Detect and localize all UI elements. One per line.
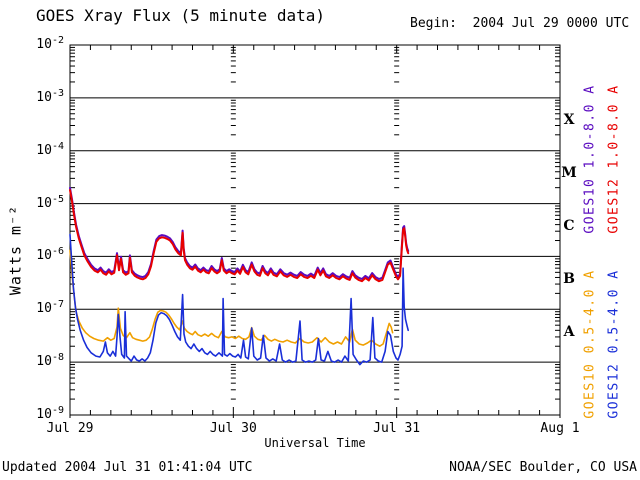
y-tick-label: 10-7	[36, 299, 64, 317]
legend-goes10-short: GOES10 0.5-4.0 A	[582, 269, 598, 419]
x-tick-label: Jul 29	[46, 421, 94, 436]
y-tick-label: 10-4	[36, 140, 64, 158]
flare-class-x-label: X	[563, 112, 575, 129]
source-credit: NOAA/SEC Boulder, CO USA	[449, 460, 637, 475]
x-axis-title: Universal Time	[264, 436, 366, 450]
y-tick-label: 10-5	[36, 193, 64, 211]
y-tick-label: 10-3	[36, 87, 64, 105]
series-line-goes10-1-0-8-0-a	[69, 186, 410, 280]
flare-class-b-label: B	[563, 270, 575, 287]
x-tick-label: Aug 1	[540, 421, 580, 436]
legend-goes10-long: GOES10 1.0-8.0 A	[582, 84, 598, 234]
series-line-goes10-0-5-4-0-a	[69, 249, 394, 348]
legend-goes12-short: GOES12 0.5-4.0 A	[606, 269, 622, 419]
y-tick-label: 10-9	[36, 405, 64, 422]
x-tick-label: Jul 31	[373, 421, 421, 436]
flare-class-a-label: A	[563, 323, 575, 340]
page-title: GOES Xray Flux (5 minute data)	[36, 6, 325, 25]
y-tick-label: 10-6	[36, 246, 64, 264]
legend-goes12-long: GOES12 1.0-8.0 A	[606, 84, 622, 234]
flare-class-m-label: M	[561, 165, 577, 182]
x-tick-label: Jul 30	[209, 421, 257, 436]
series-line-goes12-0-5-4-0-a	[69, 233, 410, 366]
flare-class-c-label: C	[563, 218, 575, 234]
y-tick-label: 10-8	[36, 352, 64, 370]
y-tick-label: 10-2	[36, 35, 64, 52]
begin-time-label: Begin: 2004 Jul 29 0000 UTC	[410, 16, 630, 31]
y-axis-title: Watts m⁻²	[6, 204, 25, 296]
series-line-goes12-1-0-8-0-a	[69, 189, 410, 283]
updated-timestamp: Updated 2004 Jul 31 01:41:04 UTC	[2, 460, 253, 475]
